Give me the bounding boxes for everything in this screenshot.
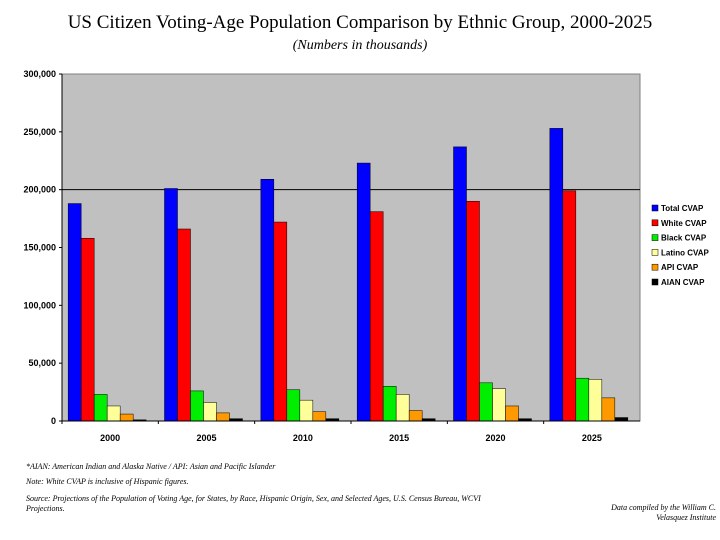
bar-black-cvap-2010	[286, 389, 301, 422]
legend-swatch-api-cvap	[651, 263, 659, 271]
y-tick-label: 200,000	[23, 185, 56, 195]
bar-total-cvap-2025	[549, 128, 564, 422]
bar-api-cvap-2000	[119, 413, 134, 422]
bar-white-cvap-2020	[466, 200, 480, 422]
plot-area	[61, 73, 641, 422]
bar-total-cvap-2020	[453, 146, 467, 422]
x-tick-label: 2000	[100, 433, 120, 443]
bar-api-cvap-2010	[312, 411, 327, 422]
legend-label-total-cvap: Total CVAP	[661, 204, 704, 213]
bar-aian-cvap-2025	[614, 417, 629, 422]
legend-swatch-black-cvap	[651, 234, 659, 241]
bar-black-cvap-2000	[93, 394, 108, 422]
bar-white-cvap-2000	[80, 237, 95, 422]
bar-latino-cvap-2000	[106, 405, 121, 422]
x-tick-label: 2005	[196, 433, 216, 443]
legend-swatch-white-cvap	[651, 219, 659, 227]
y-tick-label: 50,000	[28, 358, 56, 368]
axes: 0 50,000 100,000 150,000 200,000 250,000 300,0…	[23, 69, 640, 443]
bar-total-cvap-2005	[164, 188, 178, 422]
x-tick-label: 2020	[485, 433, 505, 443]
x-tick-label: 2015	[389, 433, 409, 443]
bars	[67, 128, 629, 422]
legend-label-black-cvap: Black CVAP	[661, 234, 707, 243]
bar-total-cvap-2000	[67, 203, 82, 422]
bar-api-cvap-2005	[216, 412, 230, 422]
y-tick-label: 300,000	[23, 69, 56, 79]
chart-title: US Citizen Voting-Age Population Compari…	[67, 12, 653, 33]
y-tick-label: 250,000	[23, 127, 56, 137]
bar-latino-cvap-2010	[299, 399, 314, 422]
bar-white-cvap-2015	[369, 211, 384, 422]
abbreviation-note: *AIAN: American Indian and Alaska Native…	[26, 462, 276, 471]
bar-api-cvap-2020	[505, 405, 519, 422]
bar-white-cvap-2025	[562, 190, 577, 422]
chart-subtitle: (Numbers in thousands)	[292, 38, 428, 53]
bar-white-cvap-2010	[273, 221, 288, 422]
y-tick-label: 150,000	[23, 243, 56, 253]
legend-swatch-aian-cvap	[651, 278, 659, 286]
bar-black-cvap-2005	[190, 390, 204, 422]
bar-latino-cvap-2015	[395, 394, 410, 422]
y-tick-label: 100,000	[23, 300, 56, 310]
white-cvap-note: Note: White CVAP is inclusive of Hispani…	[26, 477, 189, 486]
bar-total-cvap-2015	[356, 162, 371, 422]
source-note: Source: Projections of the Population of…	[26, 494, 481, 513]
bar-api-cvap-2015	[408, 410, 423, 422]
bar-white-cvap-2005	[177, 228, 191, 422]
bar-black-cvap-2020	[479, 382, 493, 422]
x-tick-label: 2025	[582, 433, 602, 443]
credit-note: Data compiled by the William C. Velasque…	[611, 503, 716, 522]
bar-latino-cvap-2025	[588, 379, 603, 422]
legend-swatch-total-cvap	[651, 204, 659, 212]
legend-label-latino-cvap: Latino CVAP	[661, 248, 710, 257]
bar-latino-cvap-2020	[492, 388, 506, 422]
bar-api-cvap-2025	[601, 397, 616, 422]
bar-latino-cvap-2005	[203, 402, 217, 422]
bar-total-cvap-2010	[260, 179, 275, 422]
legend: Total CVAP White CVAP Black CVAP Latino CVA…	[651, 204, 710, 287]
legend-swatch-latino-cvap	[651, 249, 659, 256]
bar-black-cvap-2015	[382, 386, 397, 422]
bar-black-cvap-2025	[575, 377, 590, 422]
x-tick-label: 2010	[293, 433, 313, 443]
legend-label-api-cvap: API CVAP	[661, 263, 699, 272]
legend-label-aian-cvap: AIAN CVAP	[661, 278, 705, 287]
y-tick-label: 0	[51, 416, 56, 426]
legend-label-white-cvap: White CVAP	[661, 219, 707, 228]
